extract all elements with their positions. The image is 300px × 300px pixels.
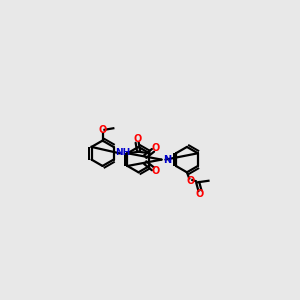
Text: O: O bbox=[152, 143, 160, 153]
Text: N: N bbox=[164, 154, 172, 165]
Text: O: O bbox=[187, 176, 195, 186]
Text: NH: NH bbox=[115, 148, 130, 158]
Text: O: O bbox=[98, 125, 107, 135]
Text: O: O bbox=[133, 134, 141, 144]
Text: O: O bbox=[196, 189, 204, 199]
Text: O: O bbox=[152, 166, 160, 176]
